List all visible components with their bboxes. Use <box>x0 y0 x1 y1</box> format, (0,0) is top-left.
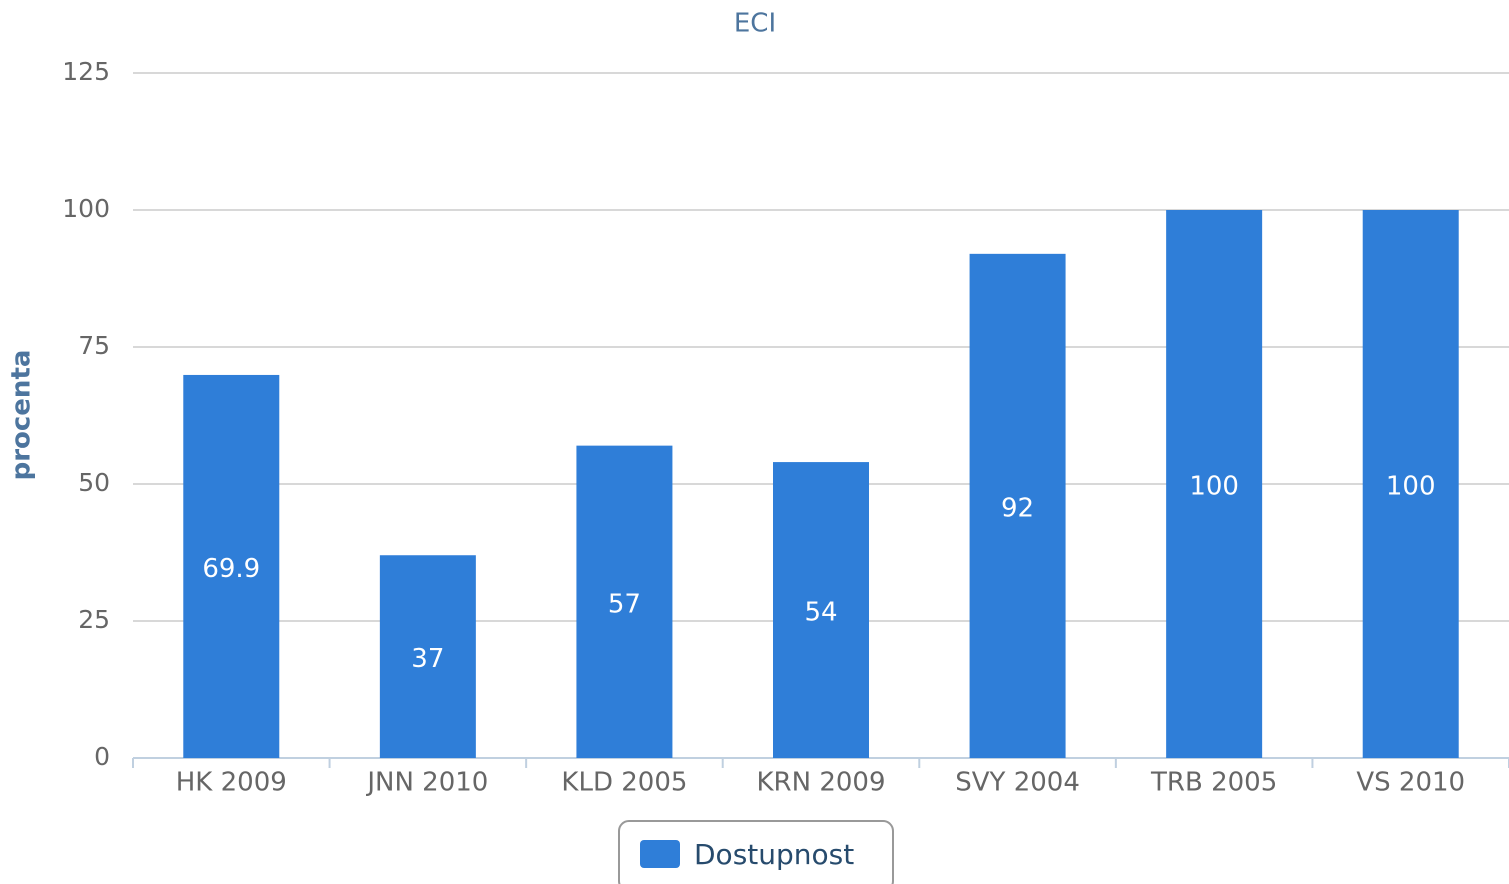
y-tick-label: 25 <box>78 605 110 634</box>
data-label: 92 <box>1001 493 1034 523</box>
legend-label: Dostupnost <box>694 838 854 871</box>
x-tick-label: KRN 2009 <box>757 768 886 798</box>
y-axis-label: procenta <box>7 350 37 481</box>
bar <box>1362 210 1459 758</box>
bar <box>576 445 673 758</box>
x-tick-label: TRB 2005 <box>1150 768 1277 798</box>
chart-title: ECI <box>734 9 776 39</box>
x-tick-label: KLD 2005 <box>561 768 687 798</box>
y-tick-label: 75 <box>78 331 110 360</box>
data-label: 57 <box>608 589 641 619</box>
data-label: 69.9 <box>202 554 260 584</box>
legend-swatch <box>640 840 680 868</box>
data-label: 37 <box>411 644 444 674</box>
bar <box>969 253 1066 758</box>
x-tick-label: SVY 2004 <box>955 768 1080 798</box>
legend-box <box>618 820 894 884</box>
bar <box>1166 210 1263 758</box>
bar <box>379 555 476 758</box>
data-label: 100 <box>1386 472 1436 502</box>
y-tick-label: 50 <box>78 468 110 497</box>
x-tick-label: HK 2009 <box>176 768 287 798</box>
y-tick-label: 100 <box>62 194 110 223</box>
y-tick-label: 125 <box>62 57 110 86</box>
x-tick-label: JNN 2010 <box>365 768 488 798</box>
bar <box>773 462 869 758</box>
data-label: 100 <box>1189 472 1239 502</box>
data-label: 54 <box>804 598 837 628</box>
bar <box>183 374 280 758</box>
x-tick-label: VS 2010 <box>1356 768 1465 798</box>
y-tick-label: 0 <box>94 742 110 771</box>
